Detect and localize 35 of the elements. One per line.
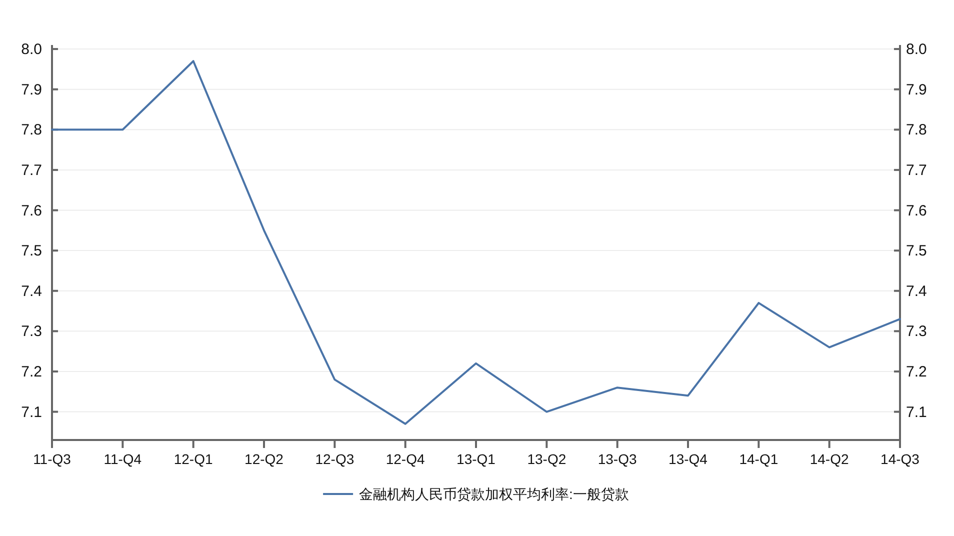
x-tick-label: 12-Q1 [174, 451, 213, 467]
x-tick-label: 14-Q1 [739, 451, 778, 467]
legend-label: 金融机构人民币贷款加权平均利率:一般贷款 [359, 486, 629, 502]
x-tick-label: 12-Q4 [386, 451, 425, 467]
y2-tick-label: 7.6 [906, 202, 927, 220]
x-tick-label: 13-Q3 [598, 451, 637, 467]
x-tick-label: 12-Q3 [315, 451, 354, 467]
y2-tick-label: 7.5 [906, 242, 927, 260]
y-tick-label: 7.2 [21, 363, 42, 380]
x-tick-label: 14-Q3 [880, 451, 920, 467]
x-tick-label: 13-Q2 [527, 451, 566, 467]
x-tick-label: 11-Q3 [33, 451, 72, 467]
y-tick-label: 7.7 [21, 162, 42, 179]
line-series [51, 60, 901, 425]
y-tick-label: 7.8 [21, 122, 42, 139]
x-tick-label: 13-Q1 [456, 451, 496, 467]
x-tick-label: 14-Q2 [810, 451, 849, 467]
x-tick-label: 11-Q4 [104, 451, 142, 467]
y2-tick-label: 8.0 [906, 41, 927, 58]
y-tick-label: 7.5 [21, 242, 42, 260]
y-tick-label: 7.6 [21, 202, 42, 220]
y2-tick-label: 7.2 [906, 363, 927, 380]
y-tick-label: 7.3 [21, 323, 42, 340]
x-tick-label: 13-Q4 [668, 451, 708, 467]
y2-tick-label: 7.3 [906, 323, 927, 340]
y2-tick-label: 7.8 [906, 122, 927, 139]
y2-tick-label: 7.4 [906, 282, 927, 300]
y2-tick-label: 7.7 [906, 162, 927, 179]
x-tick-label: 12-Q2 [244, 451, 284, 467]
y2-tick-label: 7.1 [906, 404, 927, 421]
y-tick-label: 7.4 [21, 282, 42, 300]
y-tick-label: 8.0 [21, 41, 42, 58]
y-tick-label: 7.1 [21, 404, 42, 421]
y-tick-label: 7.9 [21, 81, 42, 98]
y2-tick-label: 7.9 [906, 81, 927, 98]
